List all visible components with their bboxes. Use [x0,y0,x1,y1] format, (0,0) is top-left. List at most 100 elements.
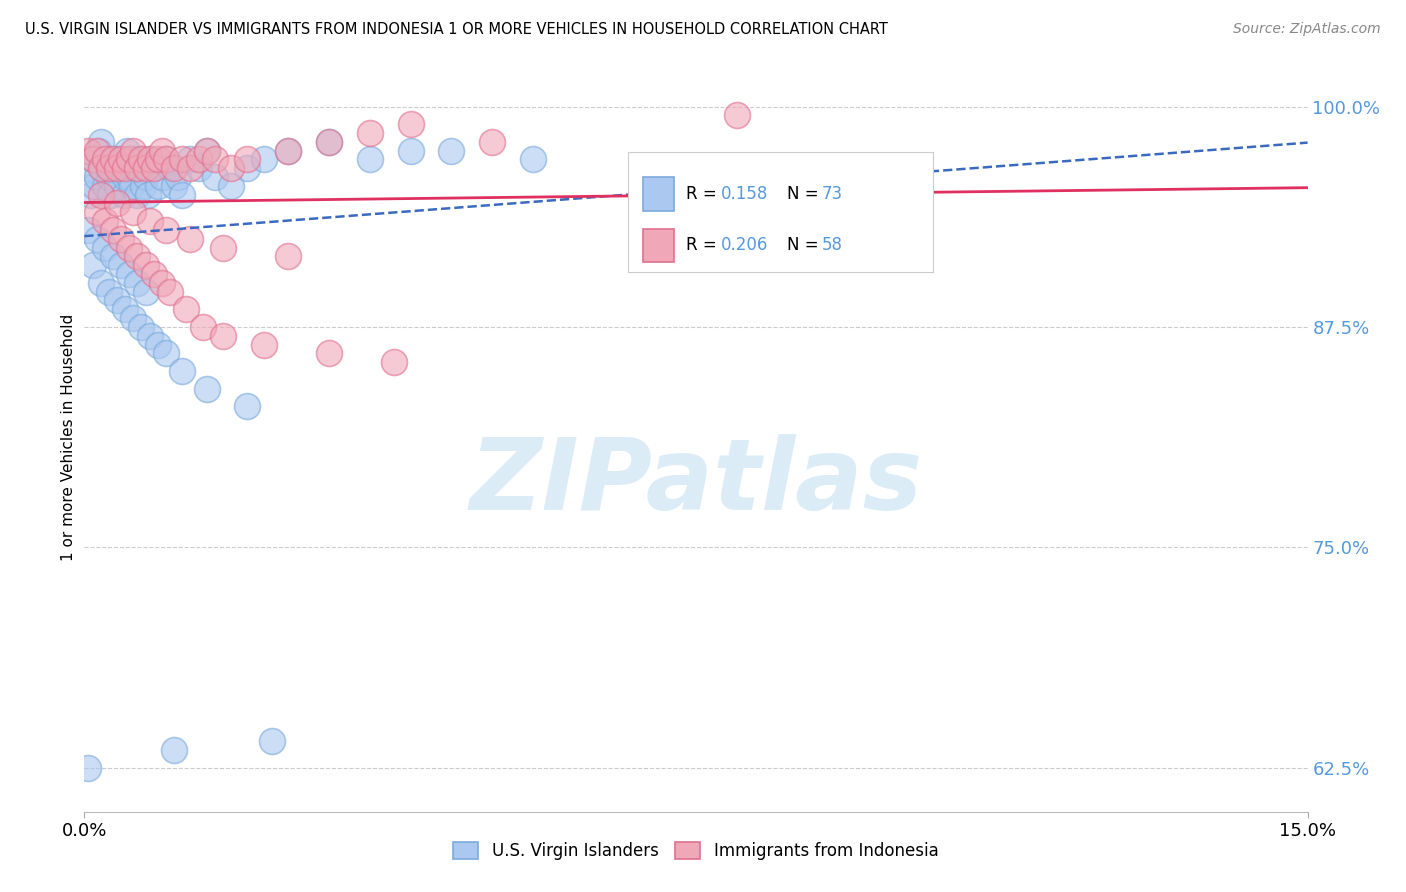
Point [105,293,128,308]
Point [150,276,173,290]
Point [172,153,194,167]
Point [138,328,160,343]
Text: 58: 58 [821,236,842,254]
Point [277,144,299,158]
Point [86,232,108,246]
Point [124,161,146,176]
Point [80,187,103,202]
Point [219,161,242,176]
Point [172,364,194,378]
Point [440,144,463,158]
Text: N =: N = [786,185,824,202]
Point [101,249,124,263]
Point [96,153,118,167]
Point [382,355,405,369]
Point [399,117,422,131]
Text: R =: R = [686,185,721,202]
Point [114,302,136,317]
Point [82,258,104,272]
Point [174,302,197,317]
Point [90,135,112,149]
Point [236,153,259,167]
Point [121,178,143,193]
Point [142,161,165,176]
Point [253,153,276,167]
Point [128,161,150,176]
Point [725,108,748,122]
Point [82,153,104,167]
Point [146,337,169,351]
Point [122,205,145,219]
Point [127,276,149,290]
Point [105,161,128,176]
Point [82,153,104,167]
Point [399,144,422,158]
Point [127,187,149,202]
Point [118,153,141,167]
Point [138,153,160,167]
Point [93,153,115,167]
Point [172,187,194,202]
Point [122,153,145,167]
Point [110,258,132,272]
Point [122,144,145,158]
Point [110,153,132,167]
Point [195,144,218,158]
Y-axis label: 1 or more Vehicles in Household: 1 or more Vehicles in Household [60,313,76,561]
Point [163,178,186,193]
Point [77,161,100,176]
Text: 0.158: 0.158 [721,185,769,202]
Point [204,153,226,167]
Point [105,196,128,211]
Point [187,161,209,176]
Text: ZIPatlas: ZIPatlas [470,434,922,531]
Point [101,223,124,237]
Point [142,161,165,176]
Text: Source: ZipAtlas.com: Source: ZipAtlas.com [1233,22,1381,37]
Point [107,161,129,176]
Point [318,346,340,360]
Point [131,153,153,167]
Point [195,144,218,158]
Point [359,126,381,140]
Point [93,214,115,228]
Point [104,153,127,167]
Point [179,232,201,246]
Point [131,319,153,334]
Point [127,249,149,263]
Point [112,187,135,202]
Point [131,153,153,167]
Point [179,153,201,167]
Point [159,161,181,176]
Text: R =: R = [686,236,721,254]
Bar [643,177,673,211]
Point [118,169,141,184]
Point [146,178,169,193]
Point [204,169,226,184]
Point [142,267,165,281]
Point [138,214,160,228]
Point [138,153,160,167]
Point [77,223,100,237]
Point [481,135,503,149]
Point [159,285,181,299]
Point [122,311,145,326]
Point [118,241,141,255]
Point [86,169,108,184]
Point [87,144,110,158]
Point [86,205,108,219]
Point [179,161,201,176]
Point [187,153,209,167]
Point [86,144,108,158]
Point [97,161,120,176]
Point [110,153,132,167]
Point [146,153,169,167]
Point [150,169,173,184]
Point [97,169,120,184]
Point [114,169,136,184]
Text: U.S. VIRGIN ISLANDER VS IMMIGRANTS FROM INDONESIA 1 OR MORE VEHICLES IN HOUSEHOL: U.S. VIRGIN ISLANDER VS IMMIGRANTS FROM … [25,22,889,37]
Text: N =: N = [786,236,824,254]
Point [260,734,283,748]
Point [195,382,218,396]
Point [77,761,100,775]
